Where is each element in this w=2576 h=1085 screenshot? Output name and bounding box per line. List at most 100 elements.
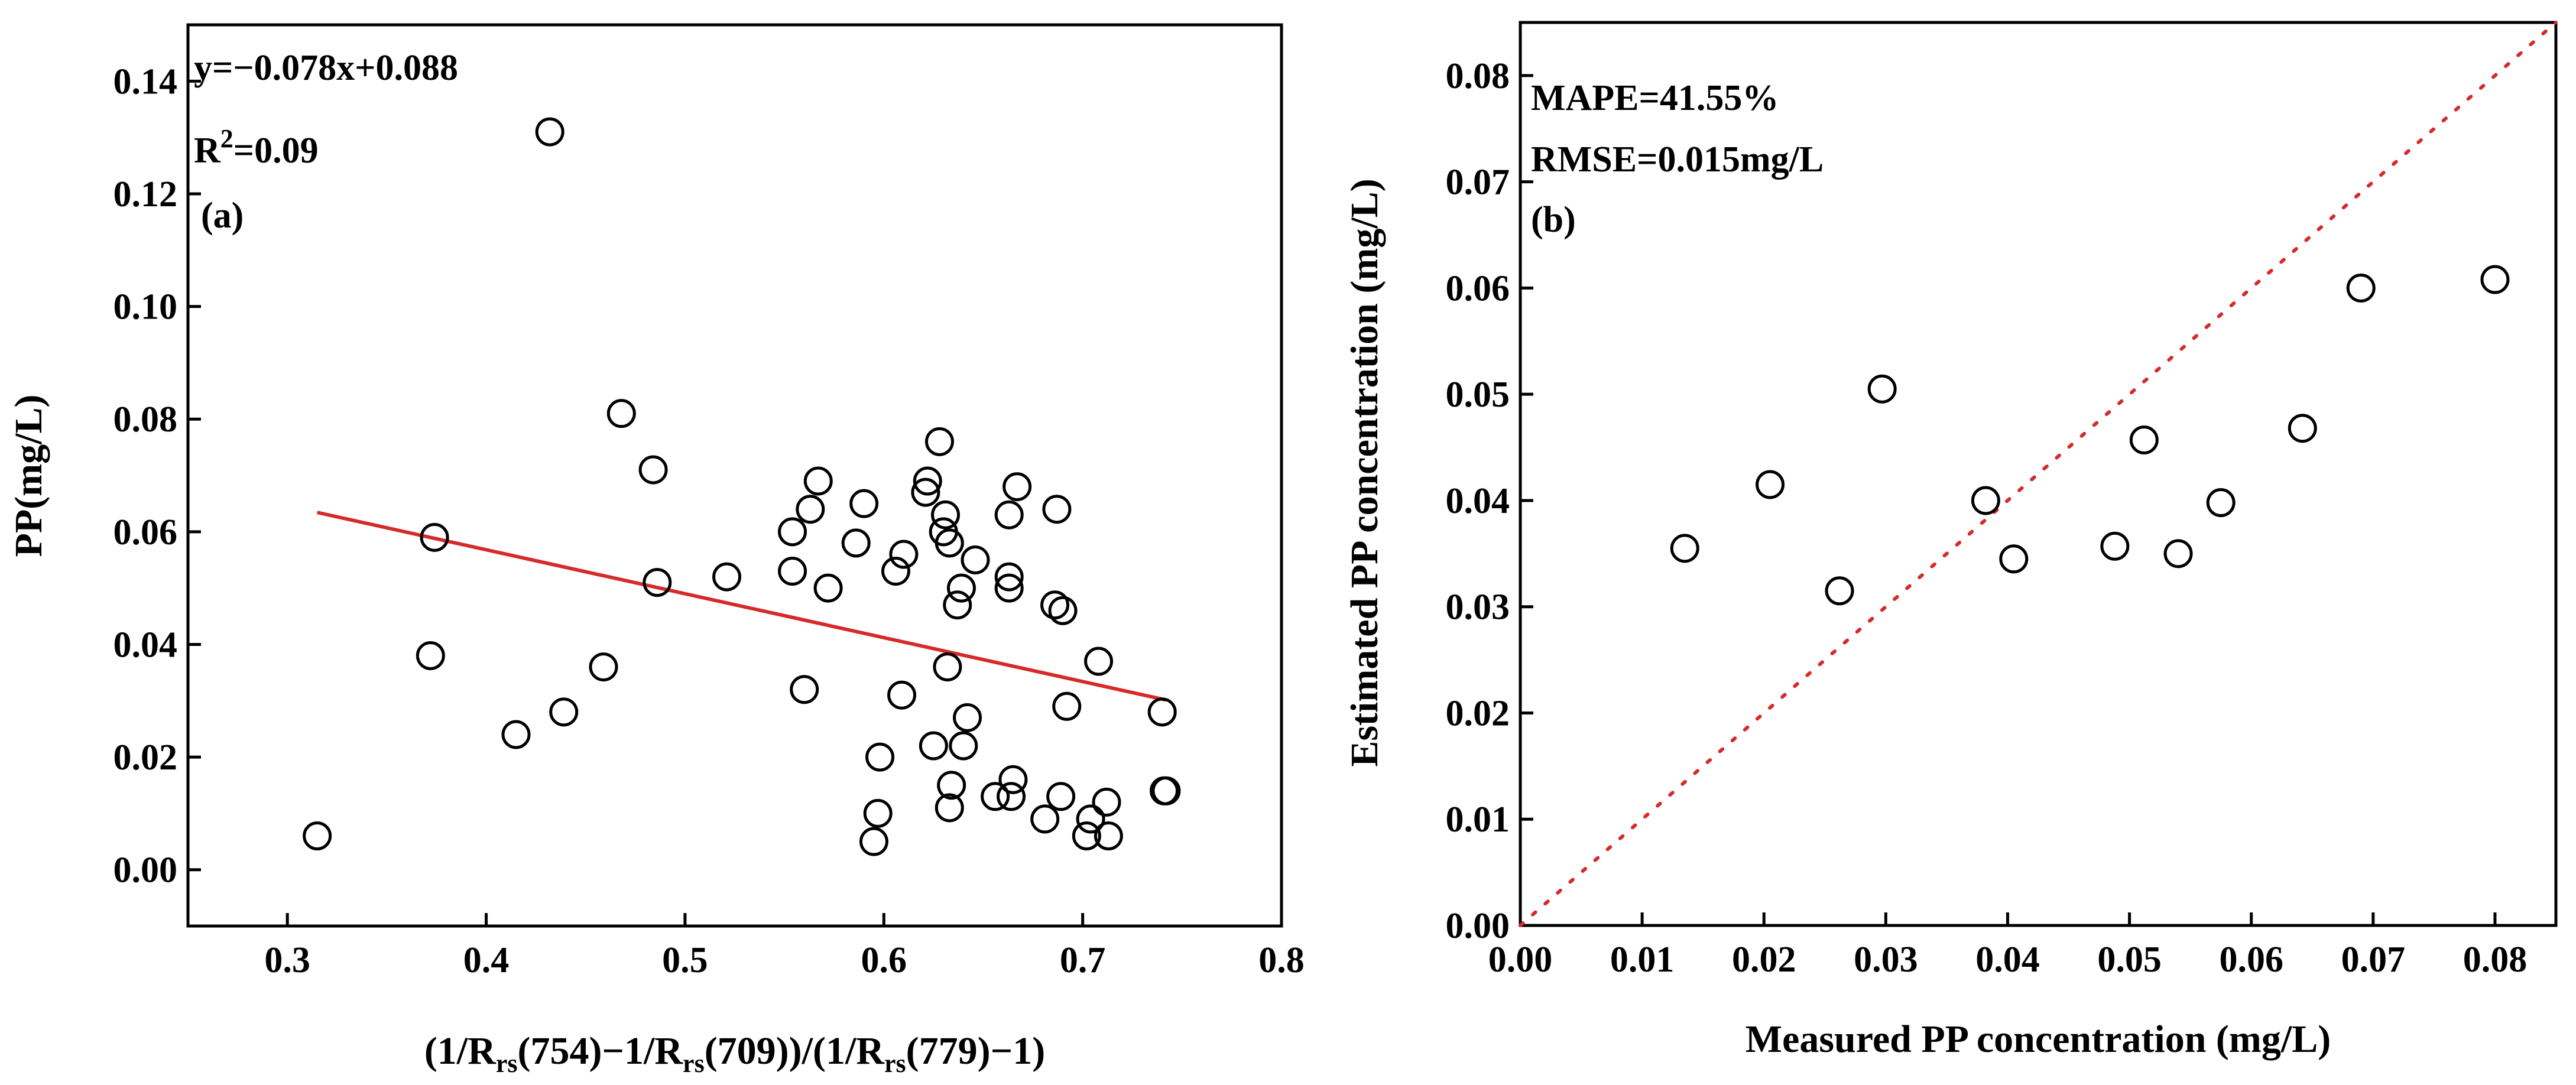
panel-a-xtick-label: 0.7 bbox=[1060, 940, 1106, 980]
panel-b-point bbox=[2206, 488, 2236, 518]
panel-b-xtick-label: 0.03 bbox=[1854, 940, 1918, 980]
panel-a-xtick-label: 0.3 bbox=[264, 940, 310, 980]
panel-a-point bbox=[803, 466, 833, 496]
panel-b-point bbox=[1670, 534, 1699, 563]
panel-b-ytick-label: 0.05 bbox=[1446, 375, 1510, 415]
panel-a-point bbox=[1052, 691, 1082, 721]
panel-a-point bbox=[863, 798, 893, 828]
panel-a-ytick-label: 0.06 bbox=[113, 512, 178, 553]
panel-b-xtick-label: 0.04 bbox=[1975, 940, 2040, 980]
panel-b-ytick-label: 0.03 bbox=[1446, 587, 1510, 628]
panel-b-point bbox=[2129, 425, 2159, 454]
panel-a-point bbox=[998, 765, 1028, 794]
panel-a-point bbox=[778, 517, 807, 547]
panel-b-xtick-label: 0.01 bbox=[1610, 940, 1675, 980]
panel-a-point bbox=[1151, 776, 1181, 805]
panel-b-ytick-label: 0.08 bbox=[1446, 56, 1510, 96]
panel-b-point bbox=[1971, 486, 2000, 515]
panel-a-point bbox=[1147, 697, 1177, 727]
panel-a-xtick-label: 0.5 bbox=[662, 940, 708, 980]
panel-a-xtick-label: 0.8 bbox=[1258, 940, 1305, 980]
panel-b-ytick-label: 0.07 bbox=[1446, 163, 1510, 203]
panel-a-point bbox=[796, 495, 825, 524]
panel-a-point bbox=[911, 477, 940, 507]
panel-a-point bbox=[981, 782, 1010, 811]
panel-b-point bbox=[1867, 374, 1897, 404]
panel-b-ytick-label: 0.00 bbox=[1446, 906, 1510, 946]
panel-b-reference-line-group bbox=[1519, 21, 2558, 927]
panel-a-point bbox=[841, 528, 871, 558]
panel-a-point bbox=[1046, 782, 1076, 811]
panel-b-xtick-label: 0.05 bbox=[2097, 940, 2162, 980]
panel-a-point bbox=[946, 573, 976, 603]
panel-b-xlabel: Measured PP concentration (mg/L) bbox=[1746, 1018, 2331, 1061]
panel-b-point bbox=[2100, 531, 2130, 561]
panel-b-xtick-label: 0.08 bbox=[2463, 940, 2528, 980]
panel-a-point bbox=[606, 399, 636, 428]
panel-b-mape: MAPE=41.55% bbox=[1531, 78, 1779, 118]
panel-a-ytick-label: 0.04 bbox=[113, 625, 178, 665]
panel-a-point bbox=[933, 652, 962, 682]
panel-b-point bbox=[1999, 544, 2029, 574]
panel-a-point bbox=[859, 827, 888, 856]
panel-a-points bbox=[303, 117, 1181, 856]
panel-a-ytick-label: 0.02 bbox=[113, 738, 178, 778]
panel-a-point bbox=[1094, 821, 1123, 850]
panel-a-xlabel: (1/Rrs(754)−1/Rrs(709))/(1/Rrs(779)−1) bbox=[424, 1029, 1045, 1078]
panel-a-point bbox=[913, 466, 942, 496]
panel-a-equation: y=−0.078x+0.088 bbox=[194, 48, 458, 88]
panel-b-ticks: 0.00 0.01 0.02 0.03 0.04 0.05 0.06 0.07 0.08 0.00… bbox=[1446, 56, 2528, 980]
panel-a-point bbox=[961, 545, 990, 574]
panel-a-point bbox=[1072, 821, 1101, 850]
panel-a-point bbox=[813, 573, 843, 603]
panel-b: 0.00 0.01 0.02 0.03 0.04 0.05 0.06 0.07 0.08 0.00… bbox=[1343, 21, 2558, 1061]
panel-a-point bbox=[889, 540, 919, 569]
panel-b-point bbox=[2163, 539, 2193, 569]
panel-a-point bbox=[949, 731, 978, 761]
panel-a-point bbox=[943, 590, 972, 620]
panel-a-ylabel: PP(mg/L) bbox=[7, 395, 50, 557]
panel-a-point bbox=[994, 562, 1024, 592]
panel-b-plot-frame bbox=[1519, 21, 2558, 927]
panel-a-point bbox=[937, 771, 966, 800]
panel-a-point bbox=[501, 720, 531, 749]
panel-a-point bbox=[420, 522, 449, 552]
panel-b-xtick-label: 0.06 bbox=[2219, 940, 2283, 980]
panel-a-point bbox=[549, 697, 579, 727]
panel-a-point bbox=[1092, 787, 1121, 817]
panel-a-point bbox=[712, 562, 742, 592]
panel-b-xtick-label: 0.00 bbox=[1488, 940, 1553, 980]
panel-a-fit-line-group bbox=[316, 511, 1167, 702]
panel-a-point bbox=[1048, 596, 1078, 625]
panel-b-xtick-label: 0.07 bbox=[2341, 940, 2406, 980]
panel-b-ytick-label: 0.04 bbox=[1446, 481, 1510, 521]
panel-a: 0.3 0.4 0.5 0.6 0.7 0.8 0.00 0.02 0.04 0.06 0.08 0.… bbox=[7, 23, 1305, 1078]
panel-a-label: (a) bbox=[201, 196, 244, 236]
panel-a-point bbox=[919, 731, 948, 761]
panel-a-ytick-label: 0.10 bbox=[113, 287, 178, 327]
panel-a-ticks: 0.3 0.4 0.5 0.6 0.7 0.8 0.00 0.02 0.04 0.06 0.08 0.… bbox=[113, 61, 1305, 980]
panel-a-point bbox=[589, 652, 618, 682]
panel-a-point bbox=[1040, 590, 1070, 620]
panel-b-point bbox=[2480, 265, 2510, 294]
panel-a-point bbox=[535, 117, 564, 147]
panel-b-point bbox=[2288, 414, 2317, 443]
panel-a-point bbox=[1076, 804, 1105, 834]
panel-a-point bbox=[924, 427, 954, 456]
panel-b-reference-line bbox=[1519, 21, 2558, 927]
panel-b-point bbox=[1756, 470, 1785, 499]
panel-a-point bbox=[865, 742, 895, 772]
panel-a-fit-line bbox=[316, 511, 1167, 702]
panel-a-point bbox=[416, 641, 445, 670]
panel-b-ytick-label: 0.06 bbox=[1446, 268, 1510, 308]
panel-b-ytick-label: 0.01 bbox=[1446, 800, 1510, 840]
panel-a-point bbox=[931, 500, 961, 529]
panel-b-label: (b) bbox=[1531, 200, 1576, 240]
panel-b-point bbox=[1825, 576, 1854, 606]
panel-a-point bbox=[643, 568, 672, 597]
panel-a-xtick-label: 0.4 bbox=[463, 940, 510, 980]
panel-a-point bbox=[1003, 472, 1032, 502]
panel-a-point bbox=[953, 703, 982, 732]
panel-a-point bbox=[1030, 804, 1060, 834]
